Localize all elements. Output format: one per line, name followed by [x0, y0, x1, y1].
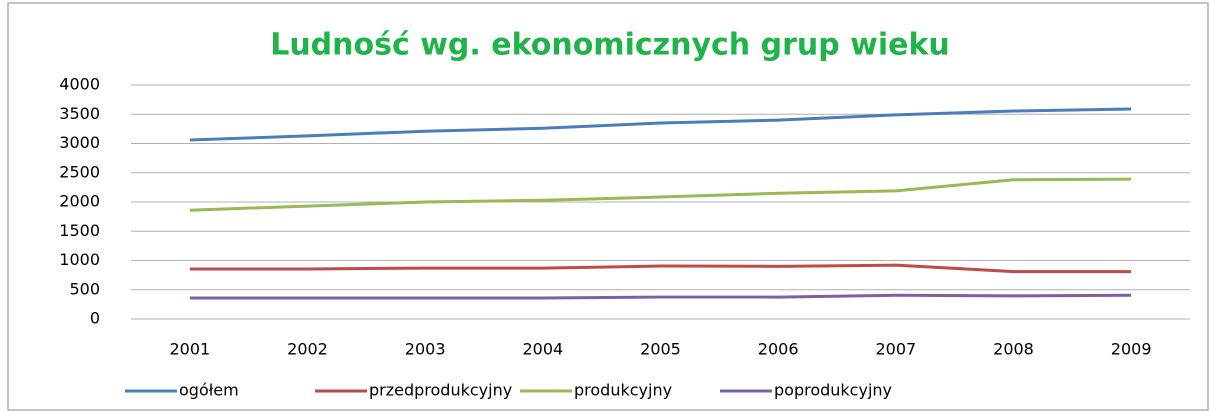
x-tick-label: 2006 — [758, 340, 799, 359]
series-line — [189, 263, 1132, 274]
legend-label: produkcyjny — [574, 381, 672, 400]
chart-title: Ludność wg. ekonomicznych grup wieku — [270, 28, 950, 63]
legend-label: ogółem — [179, 381, 239, 400]
legend-label: poprodukcyjny — [774, 381, 892, 400]
x-tick-label: 2001 — [169, 340, 210, 359]
chart-border — [7, 2, 1209, 411]
series-line — [189, 107, 1132, 142]
x-tick-label: 2003 — [405, 340, 446, 359]
y-tick-label: 1500 — [59, 221, 100, 240]
y-tick-label: 3500 — [59, 104, 100, 123]
y-tick-label: 4000 — [59, 75, 100, 94]
y-tick-label: 2500 — [59, 162, 100, 181]
series-line — [189, 177, 1132, 212]
y-tick-label: 2000 — [59, 192, 100, 211]
y-tick-label: 1000 — [59, 250, 100, 269]
legend-label: przedprodukcyjny — [369, 381, 512, 400]
series-line — [189, 293, 1132, 300]
x-tick-label: 2004 — [522, 340, 563, 359]
x-tick-label: 2002 — [287, 340, 328, 359]
x-tick-label: 2008 — [993, 340, 1034, 359]
y-tick-label: 500 — [69, 279, 100, 298]
x-tick-label: 2007 — [875, 340, 916, 359]
y-tick-label: 0 — [90, 309, 100, 328]
y-tick-label: 3000 — [59, 133, 100, 152]
x-tick-label: 2005 — [640, 340, 681, 359]
x-tick-label: 2009 — [1111, 340, 1152, 359]
